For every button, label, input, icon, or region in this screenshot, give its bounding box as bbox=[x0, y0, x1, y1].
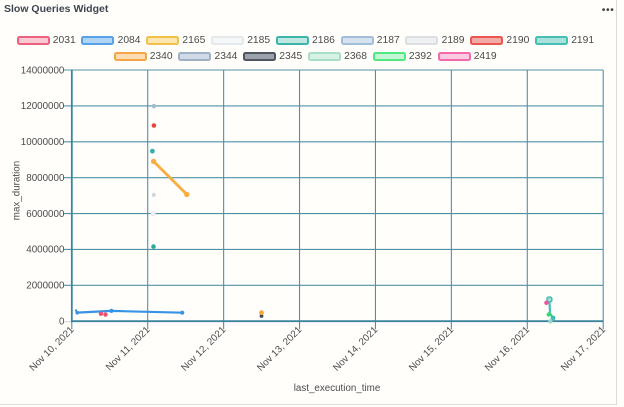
svg-text:Nov 14, 2021: Nov 14, 2021 bbox=[331, 325, 380, 374]
svg-text:2000000: 2000000 bbox=[26, 281, 65, 292]
svg-text:4000000: 4000000 bbox=[26, 245, 65, 256]
svg-text:Nov 13, 2021: Nov 13, 2021 bbox=[255, 325, 304, 374]
svg-text:6000000: 6000000 bbox=[26, 209, 65, 220]
svg-text:14000000: 14000000 bbox=[21, 65, 65, 76]
svg-text:Nov 17, 2021: Nov 17, 2021 bbox=[559, 325, 608, 374]
svg-text:0: 0 bbox=[59, 317, 65, 328]
svg-text:Nov 10, 2021: Nov 10, 2021 bbox=[28, 325, 77, 374]
svg-text:10000000: 10000000 bbox=[21, 137, 65, 148]
svg-text:max_duration: max_duration bbox=[12, 161, 23, 220]
svg-text:Nov 16, 2021: Nov 16, 2021 bbox=[483, 325, 532, 374]
svg-text:Nov 12, 2021: Nov 12, 2021 bbox=[179, 325, 228, 374]
svg-text:8000000: 8000000 bbox=[26, 173, 65, 184]
svg-text:Nov 11, 2021: Nov 11, 2021 bbox=[104, 325, 152, 373]
svg-text:Nov 15, 2021: Nov 15, 2021 bbox=[407, 325, 456, 374]
svg-text:12000000: 12000000 bbox=[21, 101, 65, 112]
svg-text:last_execution_time: last_execution_time bbox=[294, 383, 381, 394]
